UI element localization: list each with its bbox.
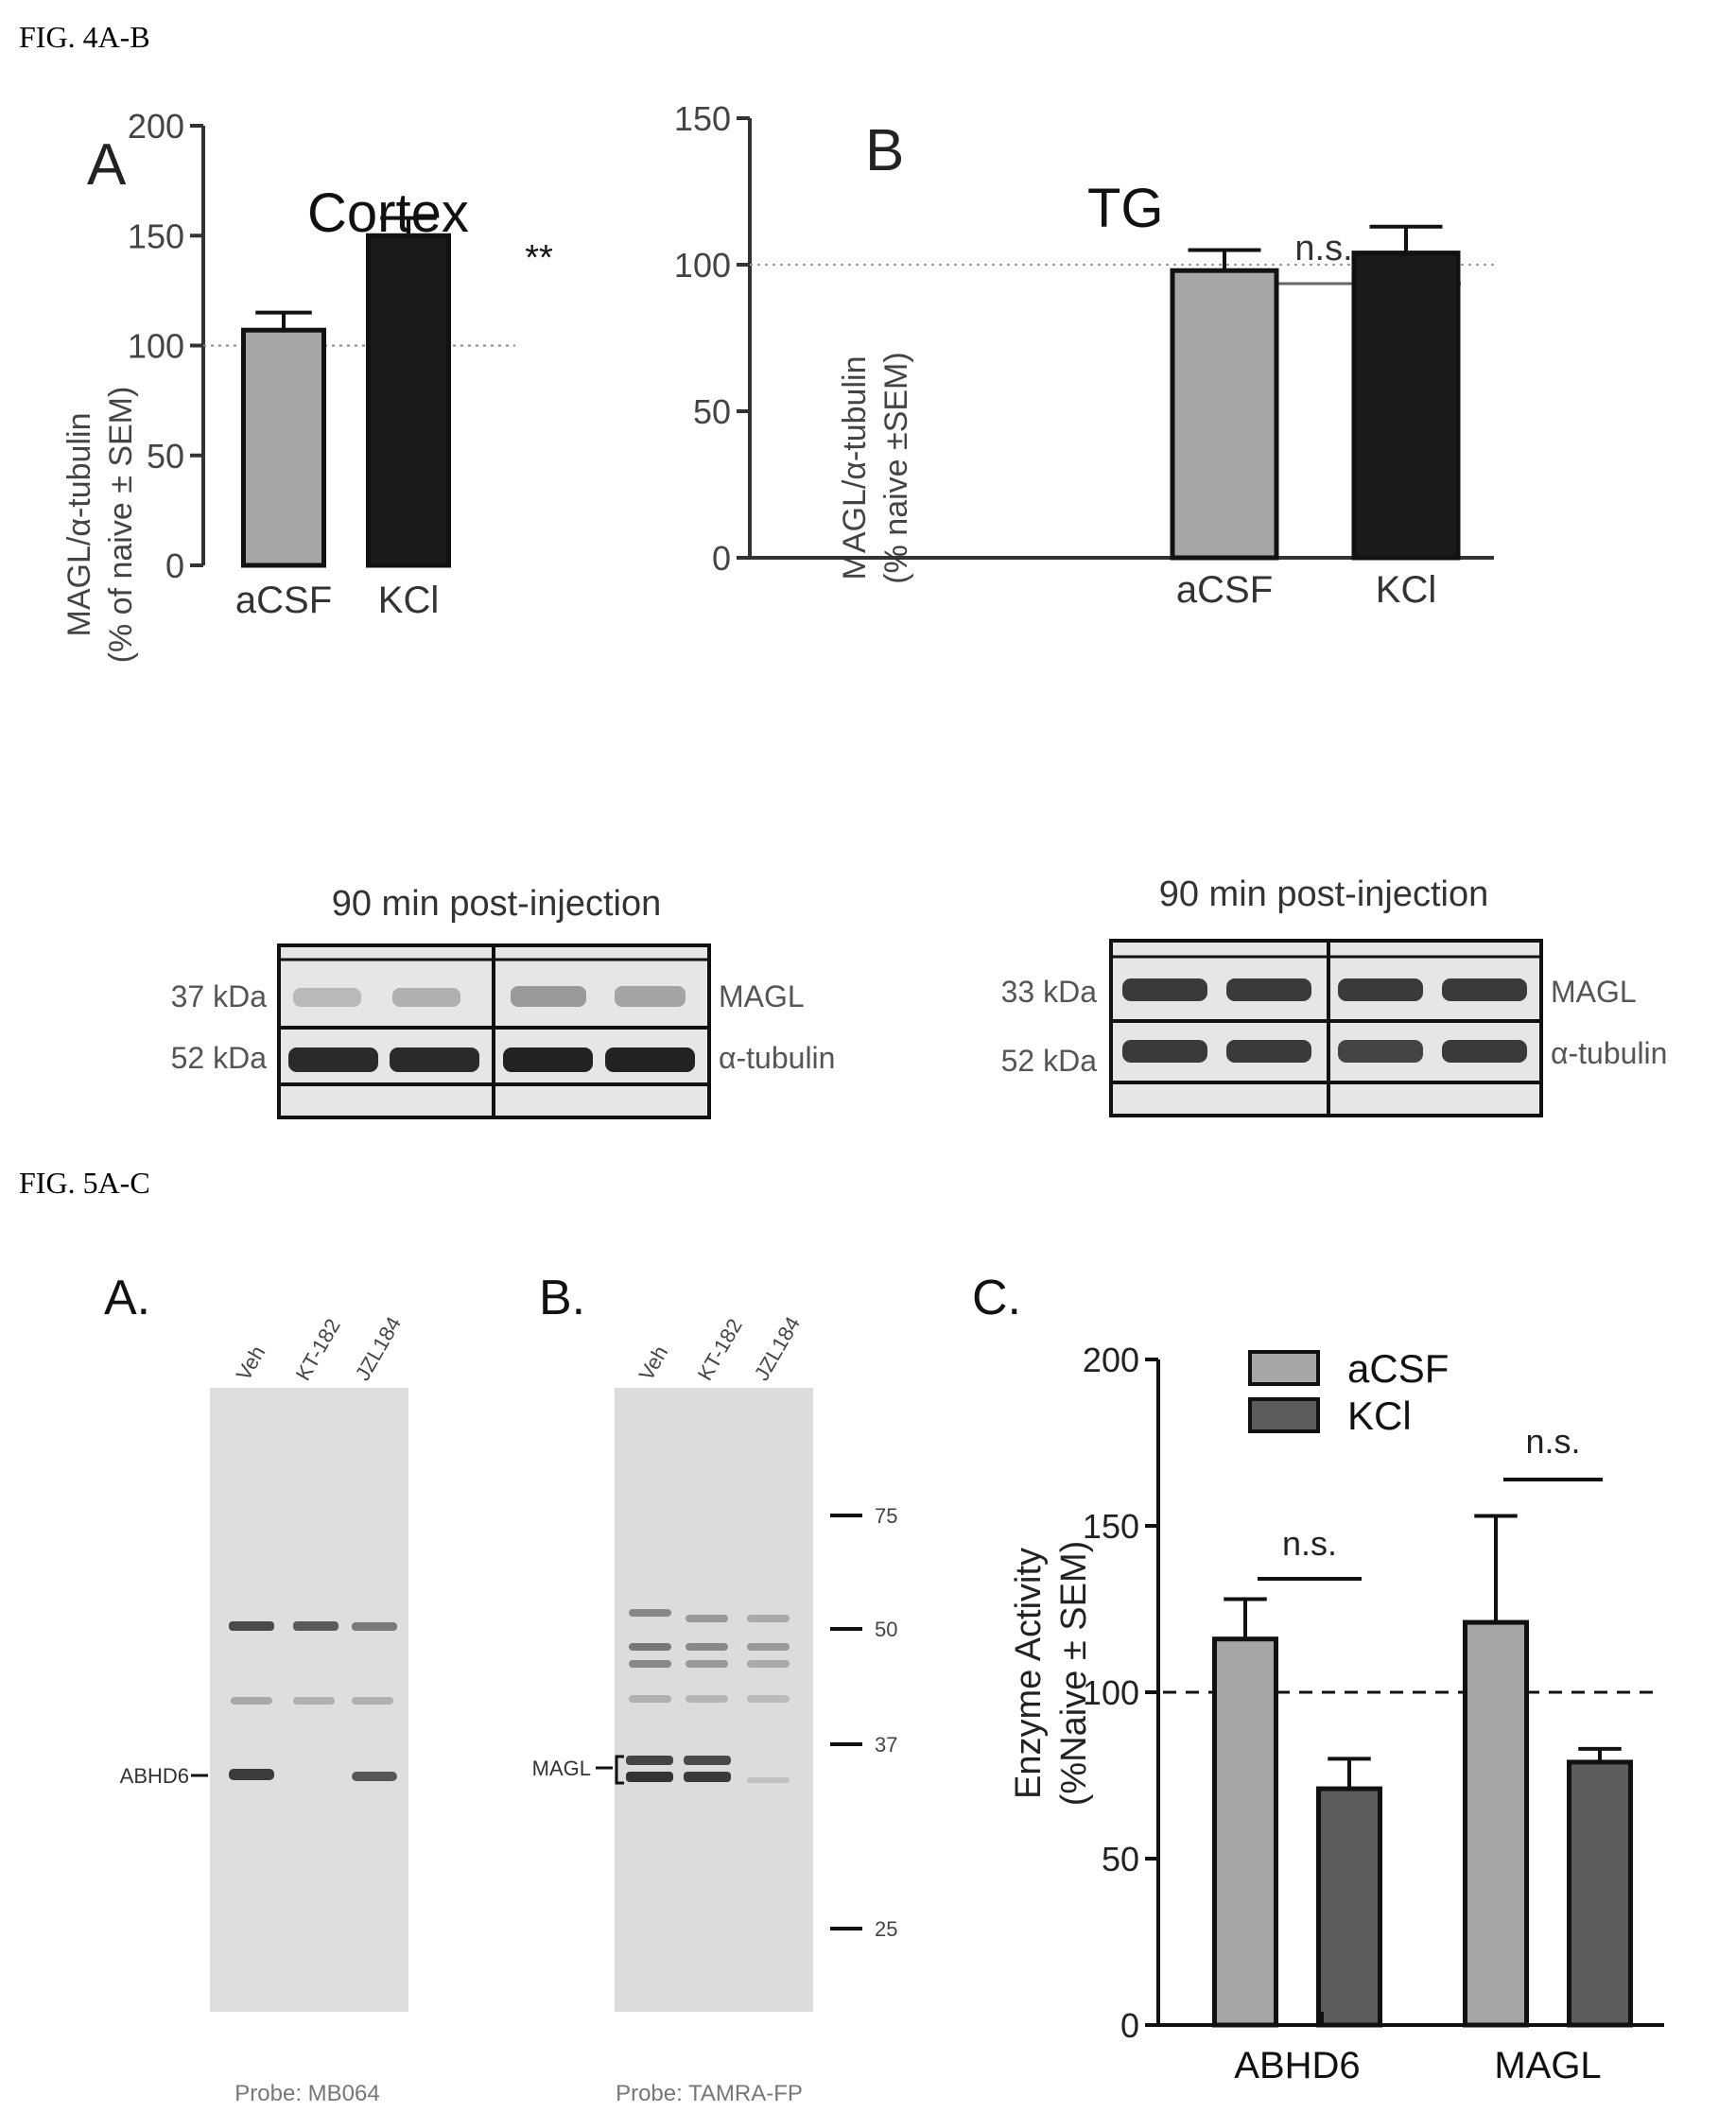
- fig5a-gel-panel: A. Veh KT-182 JZL184 ABHD6 Probe: MB064: [104, 1271, 408, 2106]
- fig4a-ylabel-line1: MAGL/α-tubulin: [61, 413, 97, 637]
- fig5b-lane-label-1: Veh: [634, 1342, 673, 1384]
- fig5c-significance-label: n.s.: [1282, 1524, 1337, 1563]
- fig4a-blot-kda2: 52 kDa: [171, 1041, 268, 1075]
- fig4a-y-tick-label: 150: [128, 216, 184, 255]
- fig5c-bar-kcl-abhd6: [1316, 1786, 1382, 2028]
- fig5b-marker-25: 25: [875, 1917, 897, 1941]
- fig4a-blot-label2: α-tubulin: [719, 1041, 835, 1075]
- fig4a-letter: A: [87, 132, 127, 198]
- fig4b-blot-label2: α-tubulin: [1551, 1036, 1667, 1070]
- fig5c-bar-kcl-magl: [1567, 1759, 1633, 2028]
- fig4a-xlabel: 90 min post-injection: [332, 884, 662, 924]
- fig5c-legend-label-kcl: KCl: [1347, 1394, 1412, 1438]
- fig5c-y-tick-label: 150: [1083, 1507, 1139, 1546]
- fig4a-blot-label1: MAGL: [719, 979, 805, 1013]
- fig5c-ylabel-line2: (%Naive ± SEM): [1054, 1541, 1094, 1807]
- fig4b-bar-kcl: [1351, 251, 1461, 561]
- fig4b-y-tick-label: 50: [693, 392, 731, 431]
- fig4b-blot-kda1: 33 kDa: [1001, 975, 1098, 1009]
- fig5b-letter: B.: [539, 1271, 585, 1325]
- fig4b-chart: B TG n.s. MAGL/α-tubulin (% naive ±SEM) …: [674, 99, 1494, 914]
- fig5c-bar-acsf-abhd6: [1212, 1636, 1278, 2028]
- fig4b-y-tick-label: 100: [674, 246, 731, 285]
- fig5a-probe-label: Probe: MB064: [234, 2081, 379, 2106]
- fig5b-lane-label-3: JZL184: [750, 1312, 805, 1384]
- fig5c-x-category-label: MAGL: [1494, 2045, 1601, 2086]
- fig4b-bar-acsf: [1170, 268, 1279, 561]
- fig5a-lane-label-3: JZL184: [351, 1312, 406, 1384]
- fig4a-blot-kda1: 37 kDa: [171, 979, 268, 1013]
- fig4b-letter: B: [865, 118, 904, 183]
- fig5b-probe-label: Probe: TAMRA-FP: [616, 2081, 803, 2106]
- fig5b-marker-50: 50: [875, 1618, 897, 1641]
- fig5c-x-category-label: ABHD6: [1234, 2045, 1360, 2086]
- fig5c-y-tick-label: 50: [1102, 1840, 1139, 1878]
- fig5a-letter: A.: [104, 1271, 150, 1325]
- fig4a-bar-kcl: [366, 233, 451, 568]
- fig5c-chart: C. Enzyme Activity (%Naive ± SEM) 0 50 100…: [972, 1271, 1664, 2086]
- fig4b-y-tick-label: 0: [712, 539, 731, 578]
- fig4b-western-blot: 33 kDa 52 kDa MAGL α-tubulin: [1001, 939, 1667, 1117]
- fig4b-x-category-label: KCl: [1376, 569, 1436, 611]
- fig4a-ylabel-line2: (% of naive ± SEM): [103, 387, 139, 664]
- fig4b-ylabel-line2: (% naive ±SEM): [878, 352, 914, 583]
- fig5c-significance-label: n.s.: [1525, 1422, 1580, 1461]
- fig4a-chart: A Cortex ** MAGL/α-tubulin (% of naive ±…: [61, 107, 661, 924]
- fig4a-y-tick-label: 0: [165, 546, 184, 585]
- fig4b-x-category-label: aCSF: [1176, 569, 1273, 611]
- fig5c-legend-swatch-acsf: [1248, 1350, 1320, 1386]
- fig4a-y-tick-label: 100: [128, 327, 184, 366]
- fig4b-significance: n.s.: [1294, 229, 1352, 268]
- fig5c-bar-acsf-magl: [1463, 1619, 1529, 2028]
- fig4a-x-category-label: aCSF: [235, 580, 332, 621]
- fig5c-ylabel-line1: Enzyme Activity: [1009, 1548, 1049, 1799]
- fig5c-legend-swatch-kcl: [1248, 1397, 1320, 1433]
- fig4b-blot-label1: MAGL: [1551, 975, 1637, 1009]
- fig5c-legend-label-acsf: aCSF: [1347, 1346, 1449, 1391]
- fig4b-y-tick-label: 150: [674, 99, 731, 138]
- fig4-heading: FIG. 4A-B: [19, 20, 150, 54]
- fig5b-marker-75: 75: [875, 1504, 897, 1528]
- fig4a-x-category-label: KCl: [378, 580, 439, 621]
- fig5b-marker-37: 37: [875, 1733, 897, 1757]
- fig4b-blot-kda2: 52 kDa: [1001, 1044, 1098, 1078]
- fig5b-lane-label-2: KT-182: [693, 1315, 747, 1385]
- fig5b-gel-panel: B. Veh KT-182 JZL184 MAGL 75 50 37 25 Pr…: [532, 1271, 898, 2106]
- fig5c-letter: C.: [972, 1271, 1021, 1325]
- fig5c-y-tick-label: 100: [1083, 1673, 1139, 1712]
- fig4a-y-tick-label: 50: [147, 437, 184, 476]
- fig5a-lane-label-2: KT-182: [291, 1315, 345, 1385]
- fig5-heading: FIG. 5A-C: [19, 1166, 150, 1200]
- fig4b-xlabel: 90 min post-injection: [1159, 874, 1489, 914]
- fig4a-western-blot: 37 kDa 52 kDa MAGL α-tubulin: [171, 943, 835, 1119]
- fig5c-y-tick-label: 200: [1083, 1341, 1139, 1379]
- fig4b-ylabel-line1: MAGL/α-tubulin: [837, 356, 873, 580]
- fig5c-y-tick-label: 0: [1120, 2006, 1139, 2045]
- fig4a-significance: **: [525, 238, 553, 278]
- fig4a-y-tick-label: 200: [128, 107, 184, 146]
- fig4a-bar-acsf: [241, 327, 326, 568]
- fig5a-lane-label-1: Veh: [232, 1342, 270, 1384]
- fig5a-band-label: ABHD6: [120, 1764, 189, 1788]
- fig4b-title: TG: [1087, 178, 1164, 239]
- fig5b-band-label: MAGL: [532, 1757, 591, 1780]
